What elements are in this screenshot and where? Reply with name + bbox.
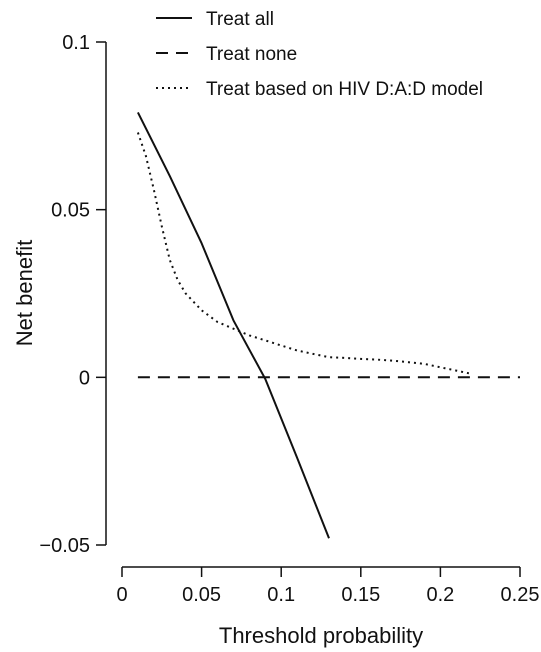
- series-line-model: [136, 132, 473, 375]
- x-tick-label: 0.2: [426, 584, 454, 606]
- series-layer: [136, 111, 520, 539]
- legend-label-treat-all: Treat all: [206, 9, 274, 30]
- x-tick-label: 0: [116, 584, 127, 606]
- y-tick-label: 0: [79, 367, 90, 389]
- x-tick-label: 0.15: [341, 584, 380, 606]
- x-tick-label: 0.05: [182, 584, 221, 606]
- series-line-treat-all: [137, 111, 330, 539]
- x-tick-label: 0.1: [267, 584, 295, 606]
- x-tick-label: 0.25: [501, 584, 540, 606]
- y-tick-label: 0.1: [62, 32, 90, 54]
- x-axis-title: Threshold probability: [219, 623, 423, 648]
- y-axis-title: Net benefit: [12, 240, 37, 346]
- x-axis: 0 0.05 0.1 0.15 0.2 0.25: [116, 566, 540, 606]
- y-tick-label: 0.05: [51, 200, 90, 222]
- legend-label-model: Treat based on HIV D:A:D model: [206, 79, 483, 100]
- legend-label-treat-none: Treat none: [206, 44, 297, 65]
- y-axis: −0.05 0 0.05 0.1: [39, 32, 107, 557]
- y-tick-label: −0.05: [39, 535, 90, 557]
- legend: Treat all Treat none Treat based on HIV …: [156, 9, 483, 100]
